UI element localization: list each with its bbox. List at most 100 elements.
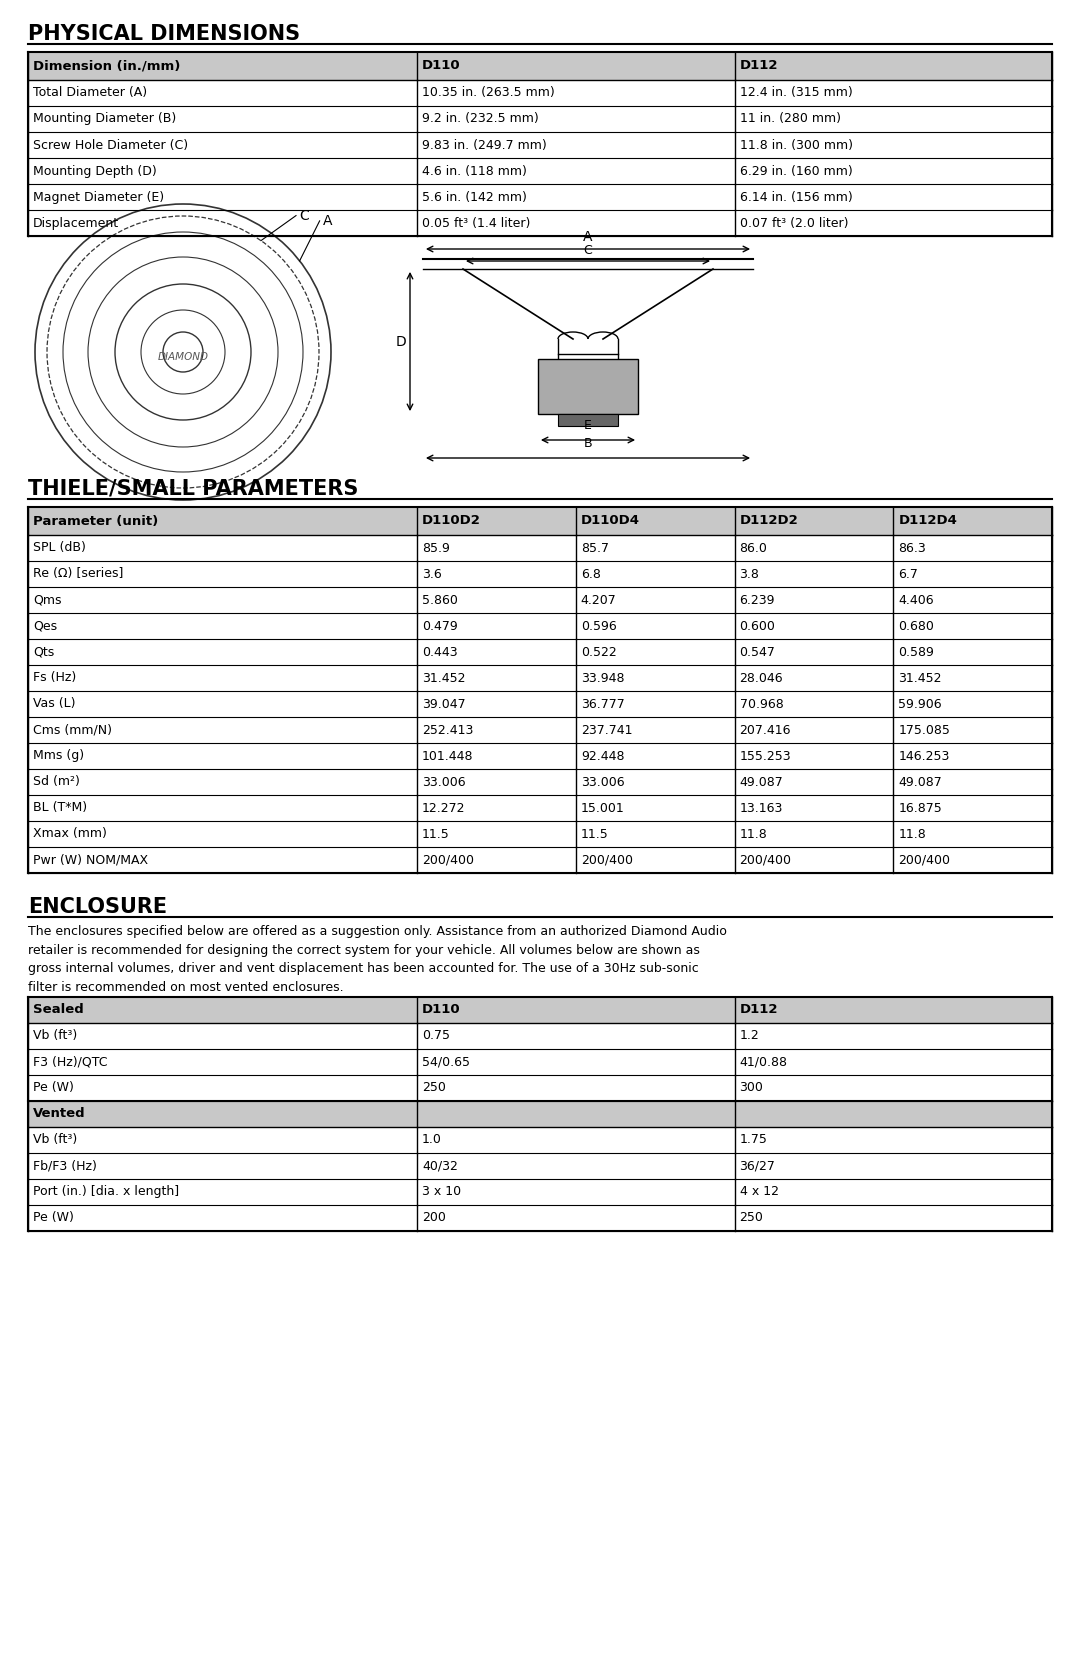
Bar <box>734 1205 1052 1230</box>
Bar <box>734 507 893 536</box>
Bar <box>893 561 1052 587</box>
Bar <box>28 769 417 794</box>
Text: 85.7: 85.7 <box>581 541 609 554</box>
Text: Displacement: Displacement <box>33 217 119 230</box>
Text: 33.006: 33.006 <box>422 776 465 788</box>
Text: Cms (mm/N): Cms (mm/N) <box>33 723 112 736</box>
Text: 4.6 in. (118 mm): 4.6 in. (118 mm) <box>422 165 527 177</box>
Bar <box>417 691 576 718</box>
Text: 300: 300 <box>740 1082 764 1095</box>
Bar <box>734 1023 1052 1048</box>
Text: Port (in.) [dia. x length]: Port (in.) [dia. x length] <box>33 1185 179 1198</box>
Text: Fb/F3 (Hz): Fb/F3 (Hz) <box>33 1160 97 1172</box>
Bar <box>28 639 417 664</box>
Text: 5.6 in. (142 mm): 5.6 in. (142 mm) <box>422 190 527 204</box>
Bar <box>28 210 417 235</box>
Text: 92.448: 92.448 <box>581 749 624 763</box>
Bar <box>417 587 576 613</box>
Bar <box>28 587 417 613</box>
Bar <box>417 794 576 821</box>
Bar <box>893 691 1052 718</box>
Bar <box>576 846 734 873</box>
Text: D110: D110 <box>422 1003 461 1016</box>
Text: C: C <box>583 244 592 257</box>
Text: 31.452: 31.452 <box>422 671 465 684</box>
Bar <box>734 536 893 561</box>
Text: 4.406: 4.406 <box>899 594 934 606</box>
Text: 6.14 in. (156 mm): 6.14 in. (156 mm) <box>740 190 852 204</box>
Bar <box>576 536 734 561</box>
Bar <box>734 821 893 846</box>
Bar <box>417 561 576 587</box>
Bar <box>417 132 734 159</box>
Text: 86.3: 86.3 <box>899 541 926 554</box>
Bar <box>28 80 417 107</box>
Text: 11.5: 11.5 <box>422 828 450 841</box>
Text: 0.75: 0.75 <box>422 1030 450 1043</box>
Text: D110D2: D110D2 <box>422 514 481 527</box>
Bar <box>893 769 1052 794</box>
Text: DIAMOND: DIAMOND <box>158 352 208 362</box>
Text: 49.087: 49.087 <box>740 776 783 788</box>
Text: 9.83 in. (249.7 mm): 9.83 in. (249.7 mm) <box>422 139 546 152</box>
Bar <box>417 846 576 873</box>
Text: 200: 200 <box>422 1212 446 1225</box>
Text: Vb (ft³): Vb (ft³) <box>33 1030 78 1043</box>
Bar <box>734 107 1052 132</box>
Text: Total Diameter (A): Total Diameter (A) <box>33 87 147 100</box>
Bar <box>893 718 1052 743</box>
Bar <box>28 613 417 639</box>
Bar <box>417 743 576 769</box>
Text: 3 x 10: 3 x 10 <box>422 1185 461 1198</box>
Text: Mounting Diameter (B): Mounting Diameter (B) <box>33 112 176 125</box>
Text: 0.443: 0.443 <box>422 646 458 659</box>
Bar <box>893 507 1052 536</box>
Text: 1.75: 1.75 <box>740 1133 768 1147</box>
Text: Qms: Qms <box>33 594 62 606</box>
Bar <box>734 691 893 718</box>
Text: Sealed: Sealed <box>33 1003 84 1016</box>
Bar <box>893 846 1052 873</box>
Bar <box>28 132 417 159</box>
Bar <box>576 743 734 769</box>
Bar <box>558 414 618 426</box>
Bar <box>417 507 576 536</box>
Text: 1.0: 1.0 <box>422 1133 442 1147</box>
Bar <box>417 184 734 210</box>
Text: 1.2: 1.2 <box>740 1030 759 1043</box>
Text: Pe (W): Pe (W) <box>33 1212 73 1225</box>
Text: 85.9: 85.9 <box>422 541 450 554</box>
Text: 146.253: 146.253 <box>899 749 949 763</box>
Text: Qes: Qes <box>33 619 57 633</box>
Text: D: D <box>395 334 406 349</box>
Bar <box>28 718 417 743</box>
Text: 40/32: 40/32 <box>422 1160 458 1172</box>
Text: 3.8: 3.8 <box>740 567 759 581</box>
Bar <box>734 718 893 743</box>
Text: 0.05 ft³ (1.4 liter): 0.05 ft³ (1.4 liter) <box>422 217 530 230</box>
Text: 11.8: 11.8 <box>740 828 767 841</box>
Bar <box>28 1023 417 1048</box>
Bar <box>734 743 893 769</box>
Text: 0.600: 0.600 <box>740 619 775 633</box>
Text: D112D4: D112D4 <box>899 514 957 527</box>
Bar <box>28 507 417 536</box>
Bar <box>893 794 1052 821</box>
Text: 252.413: 252.413 <box>422 723 473 736</box>
Bar <box>417 1048 734 1075</box>
Bar <box>28 1048 417 1075</box>
Text: D112: D112 <box>740 60 778 72</box>
Text: 207.416: 207.416 <box>740 723 791 736</box>
Bar <box>576 639 734 664</box>
Bar <box>417 52 734 80</box>
Bar <box>417 159 734 184</box>
Text: 11 in. (280 mm): 11 in. (280 mm) <box>740 112 840 125</box>
Bar <box>576 561 734 587</box>
Bar <box>417 1075 734 1102</box>
Text: 31.452: 31.452 <box>899 671 942 684</box>
Text: 200/400: 200/400 <box>422 853 474 866</box>
Bar <box>734 159 1052 184</box>
Text: Vas (L): Vas (L) <box>33 698 76 711</box>
Text: PHYSICAL DIMENSIONS: PHYSICAL DIMENSIONS <box>28 23 300 43</box>
Bar <box>734 846 893 873</box>
